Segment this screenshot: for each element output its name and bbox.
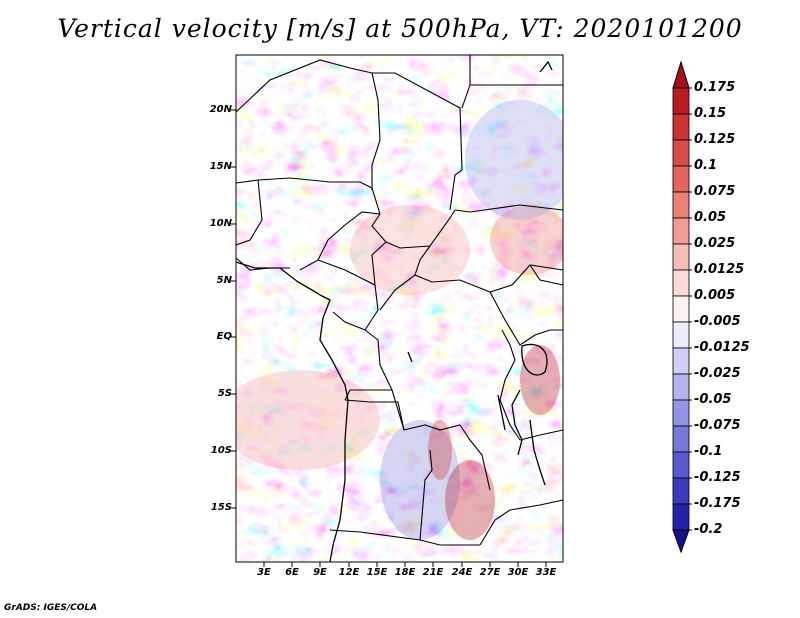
software-credit: GrADS: IGES/COLA [4, 603, 98, 613]
colorbar-swatch [672, 399, 690, 427]
lat-label-5n: 5N [216, 275, 232, 286]
lon-label-12e: 12E [338, 567, 360, 578]
lat-label-eq: EQ [216, 331, 232, 342]
colorbar-top-arrow [672, 60, 690, 89]
lat-label-5s: 5S [217, 388, 232, 399]
colorbar-swatch [672, 503, 690, 531]
lon-label-9e: 9E [313, 567, 327, 578]
lon-label-27e: 27E [479, 567, 501, 578]
colorbar-swatch [672, 87, 690, 115]
colorbar-swatch [672, 321, 690, 349]
colorbar-label: -0.2 [694, 522, 723, 537]
coastlines-lakes [235, 60, 553, 563]
lat-label-15n: 15N [209, 161, 232, 172]
lon-label-33e: 33E [535, 567, 557, 578]
colorbar-swatch [672, 373, 690, 401]
lat-label-10s: 10S [210, 445, 232, 456]
map-frame [235, 54, 564, 563]
colorbar-label: 0.1 [694, 158, 718, 173]
colorbar-label: -0.075 [694, 418, 741, 433]
colorbar-label: -0.005 [694, 314, 741, 329]
lon-label-18e: 18E [394, 567, 416, 578]
lon-label-15e: 15E [366, 567, 388, 578]
colorbar-swatch [672, 451, 690, 479]
colorbar-label: 0.075 [694, 184, 736, 199]
colorbar-label: -0.05 [694, 392, 732, 407]
lon-label-6e: 6E [285, 567, 299, 578]
axis-ticks [231, 109, 547, 567]
colorbar-label: 0.025 [694, 236, 736, 251]
colorbar-label: -0.175 [694, 496, 741, 511]
colorbar-swatch [672, 243, 690, 271]
map-title: Vertical velocity [m/s] at 500hPa, VT: 2… [57, 14, 743, 43]
colorbar-label: -0.125 [694, 470, 741, 485]
lat-label-10n: 10N [209, 218, 232, 229]
colorbar-label: 0.125 [694, 132, 736, 147]
colorbar-label: 0.175 [694, 80, 736, 95]
lon-label-3e: 3E [257, 567, 271, 578]
colorbar-swatch [672, 347, 690, 375]
vertical-velocity-field [236, 55, 563, 562]
colorbar-label: 0.15 [694, 106, 727, 121]
colorbar-label: -0.025 [694, 366, 741, 381]
colorbar-label: 0.0125 [694, 262, 745, 277]
colorbar-bottom-arrow [672, 529, 690, 554]
colorbar-swatch [672, 139, 690, 167]
colorbar-swatch [672, 191, 690, 219]
colorbar-label: 0.005 [694, 288, 736, 303]
lat-label-20n: 20N [209, 104, 232, 115]
colorbar-swatch [672, 425, 690, 453]
colorbar-swatch [672, 477, 690, 505]
colorbar-swatch [672, 269, 690, 297]
colorbar-swatch [672, 295, 690, 323]
lat-label-15s: 15S [210, 502, 232, 513]
colorbar-swatch [672, 165, 690, 193]
lon-label-24e: 24E [451, 567, 473, 578]
colorbar-label: -0.0125 [694, 340, 750, 355]
colorbar [672, 60, 692, 554]
lon-label-30e: 30E [507, 567, 529, 578]
colorbar-swatch [672, 113, 690, 141]
colorbar-label: 0.05 [694, 210, 727, 225]
colorbar-swatch [672, 217, 690, 245]
lon-label-21e: 21E [422, 567, 444, 578]
colorbar-label: -0.1 [694, 444, 723, 459]
